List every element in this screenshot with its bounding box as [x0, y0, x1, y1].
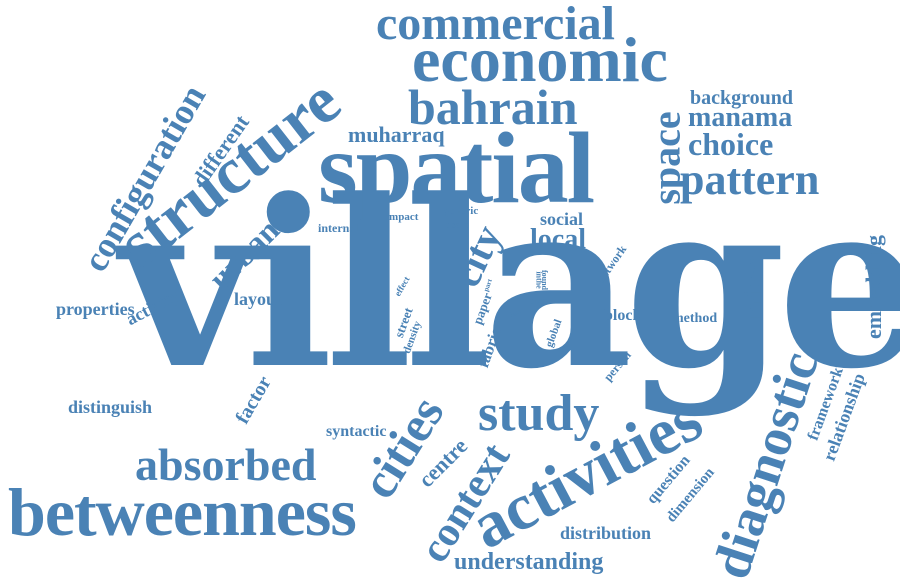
word-study: study [478, 385, 600, 442]
word-spatial: spatial [318, 112, 595, 225]
word-generic: generic [444, 205, 479, 217]
word-bahrain: bahrain [408, 79, 578, 135]
word-understanding: understanding [454, 549, 604, 575]
word-distribution: distribution [560, 523, 652, 543]
word-method: method [672, 311, 718, 326]
word-properties: properties [56, 299, 135, 319]
word-micro: micro [739, 254, 769, 320]
word-distinguish: distinguish [68, 397, 153, 417]
word-commercial: commercial [376, 0, 615, 50]
word-absorbed: absorbed [135, 439, 317, 490]
word-block: block [604, 307, 642, 324]
word-muharraq: muharraq [348, 122, 445, 147]
word-internal: internal [318, 221, 359, 235]
word-scale: scale [446, 219, 469, 231]
word-local: local [530, 224, 586, 255]
word-economic: economic [412, 24, 668, 95]
word-background: background [690, 87, 794, 109]
word-choice: choice [688, 126, 774, 162]
word-manama: manama [688, 102, 793, 133]
word-size: size [530, 295, 548, 307]
word-village: village [120, 150, 900, 420]
word-found: found [540, 269, 550, 291]
word-space: space [643, 111, 689, 205]
word-embedding: embedding [860, 235, 886, 339]
word-pattern: pattern [680, 155, 820, 204]
word-betweenness: betweenness [8, 474, 357, 550]
word-syntactic: syntactic [326, 423, 387, 440]
word-social: social [540, 209, 583, 229]
word-impact: impact [386, 211, 419, 223]
word-layout: layout [234, 289, 283, 309]
